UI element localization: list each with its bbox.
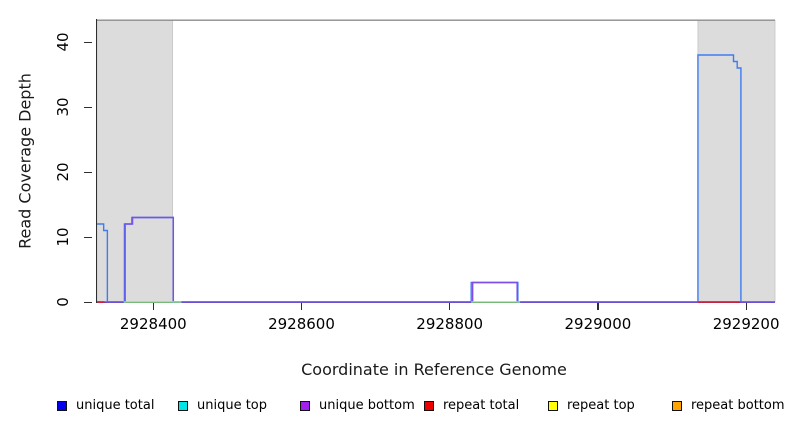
legend-label: unique top (197, 398, 268, 413)
legend-label: unique total (76, 398, 155, 413)
legend-label: repeat bottom (691, 398, 785, 413)
x-axis-title: Coordinate in Reference Genome (301, 360, 567, 379)
x-tick-label: 2929200 (712, 315, 780, 333)
x-tick-label: 2929000 (564, 315, 632, 333)
legend-item-unique-top: unique top (178, 398, 267, 413)
y-tick-label: 30 (54, 97, 72, 117)
x-tick-mark (597, 303, 599, 310)
y-tick-label: 40 (54, 32, 72, 52)
y-tick-mark (84, 171, 92, 173)
y-tick-label: 0 (54, 297, 72, 307)
y-tick-label: 10 (54, 227, 72, 247)
legend-swatch-repeat-total (424, 400, 434, 411)
legend-item-unique-bottom: unique bottom (300, 398, 415, 413)
y-tick-mark (84, 301, 92, 303)
y-axis-title: Read Coverage Depth (15, 73, 35, 249)
series-unique-bottom (97, 216, 775, 303)
y-tick-mark (84, 106, 92, 108)
x-tick-mark (449, 303, 451, 310)
y-tick-label: 20 (54, 162, 72, 182)
legend-label: unique bottom (319, 398, 415, 413)
legend-item-repeat-top: repeat top (548, 398, 635, 413)
legend-swatch-unique-total (57, 400, 67, 411)
legend-swatch-unique-top (178, 400, 188, 411)
legend-swatch-repeat-bottom (672, 400, 682, 411)
legend-swatch-unique-bottom (300, 400, 310, 411)
series-unique-total (97, 54, 775, 303)
y-tick-mark (84, 41, 92, 43)
x-tick-label: 2928400 (119, 315, 187, 333)
plot-area (97, 19, 776, 303)
repeat-region-band (697, 19, 776, 303)
x-tick-mark (745, 303, 747, 310)
y-tick-mark (84, 236, 92, 238)
legend-label: repeat top (567, 398, 635, 413)
legend-item-unique-total: unique total (57, 398, 154, 413)
legend-label: repeat total (443, 398, 520, 413)
x-tick-label: 2928800 (416, 315, 484, 333)
legend-item-repeat-bottom: repeat bottom (672, 398, 785, 413)
repeat-region-band (97, 19, 173, 303)
chart-legend: unique total unique top unique bottom repea… (0, 398, 792, 418)
x-tick-label: 2928600 (268, 315, 335, 333)
x-tick-mark (301, 303, 303, 310)
x-tick-mark (152, 303, 154, 310)
legend-item-repeat-total: repeat total (424, 398, 519, 413)
legend-swatch-repeat-top (548, 400, 558, 411)
